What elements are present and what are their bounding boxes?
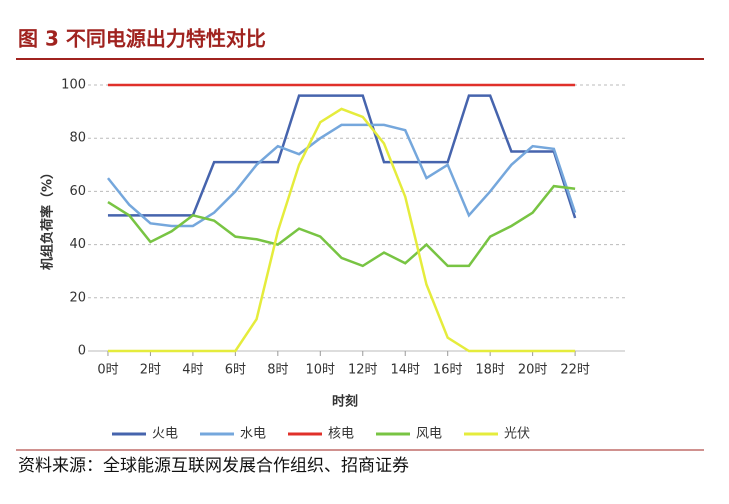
- y-tick-label: 20: [69, 290, 86, 305]
- x-tick-label: 14时: [390, 363, 420, 378]
- x-tick-label: 18时: [475, 363, 505, 378]
- source: 资料来源：全球能源互联网发展合作组织、招商证券: [18, 456, 409, 476]
- legend-label: 光伏: [504, 427, 530, 442]
- legend-label: 核电: [328, 427, 354, 442]
- series-line: [106, 123, 577, 228]
- x-tick-label: 22时: [560, 363, 590, 378]
- x-tick-label: 4时: [182, 363, 203, 378]
- series-line: [107, 184, 576, 268]
- x-tick-label: 10时: [306, 363, 336, 378]
- x-tick-label: 12时: [348, 363, 378, 378]
- legend-label: 水电: [240, 427, 266, 442]
- x-tick-label: 20时: [518, 363, 548, 378]
- legend-label: 火电: [152, 427, 178, 442]
- x-tick-label: 16时: [433, 363, 463, 378]
- y-tick-label: 0: [78, 344, 86, 359]
- x-tick-label: 6时: [225, 363, 246, 378]
- x-tick-label: 2时: [140, 363, 161, 378]
- y-tick-label: 100: [61, 78, 86, 93]
- y-tick-label: 60: [69, 184, 86, 199]
- y-tick-label: 40: [69, 237, 86, 252]
- x-axis-label: 时刻: [332, 394, 358, 410]
- chart-title: 图 3 不同电源出力特性对比: [18, 27, 266, 51]
- legend-label: 风电: [416, 427, 442, 442]
- series-line: [107, 107, 576, 353]
- series-line: [107, 94, 577, 219]
- x-tick-label: 8时: [267, 363, 288, 378]
- y-tick-label: 80: [69, 131, 86, 146]
- y-axis-label: 机组负荷率（%）: [40, 166, 56, 270]
- x-tick-label: 0时: [97, 363, 118, 378]
